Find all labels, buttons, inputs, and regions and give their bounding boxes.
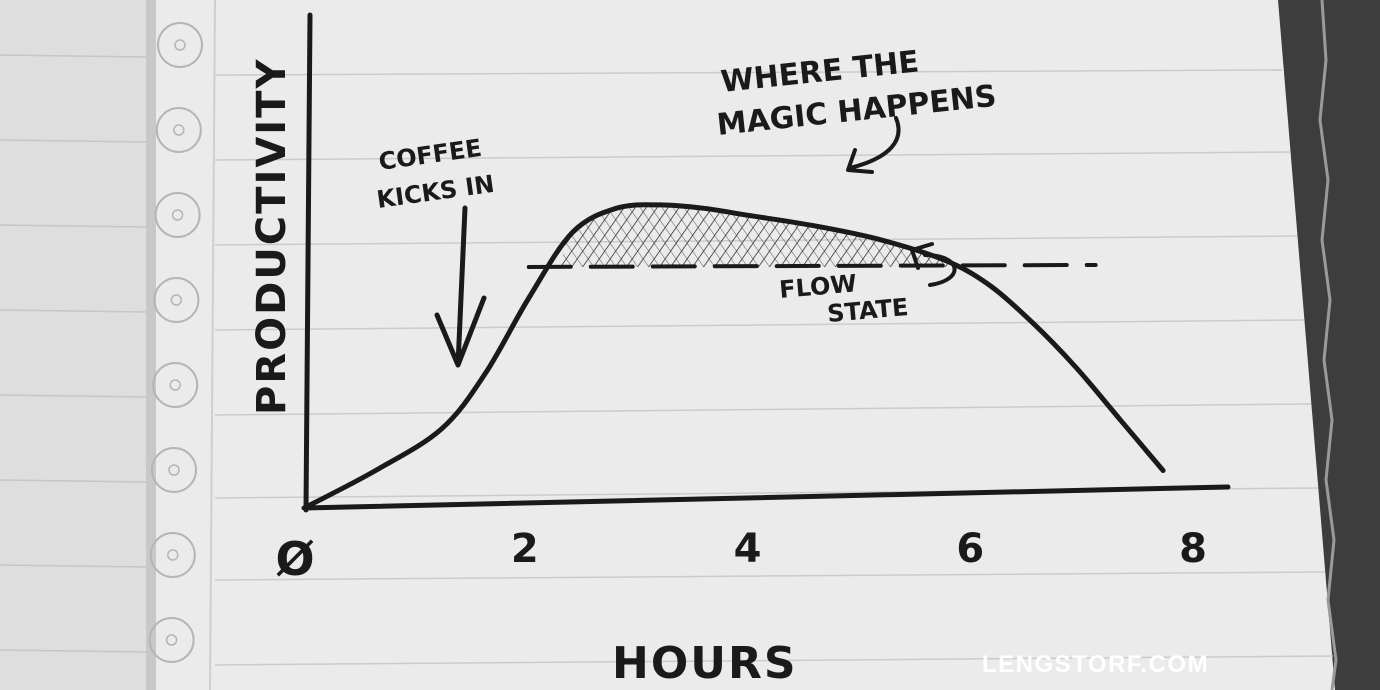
dot-grid-column: [148, 22, 203, 663]
page-fold-shadow: [146, 0, 156, 690]
grid-dot: [157, 22, 203, 68]
grid-dot-center: [168, 464, 180, 476]
grid-dot: [151, 447, 197, 493]
y-axis-title: PRODUCTIVITY: [249, 58, 295, 415]
grid-dot-center: [174, 39, 186, 51]
x-tick-labels: Ø 2 4 6 8: [275, 526, 1206, 586]
binding-stitches: [1318, 0, 1338, 690]
left-page-rules: [0, 54, 151, 653]
x-axis-title: HOURS: [612, 638, 798, 689]
x-tick-label: 6: [956, 526, 984, 572]
magic-arrow: [846, 116, 901, 174]
grid-dot-center: [173, 124, 185, 136]
grid-dot: [148, 617, 195, 663]
y-axis-line: [303, 12, 313, 513]
margin-line: [209, 0, 216, 690]
grid-dot-center: [165, 634, 178, 646]
x-tick-label: 8: [1179, 526, 1207, 572]
right-page: [150, 0, 1335, 690]
coffee-arrow: [434, 205, 487, 368]
watermark: LENGSTORF.COM: [982, 651, 1209, 678]
flow-annotation-line1: FLOW: [778, 269, 858, 304]
flow-arrow: [910, 242, 957, 287]
flow-threshold-dashed-line: [526, 262, 1098, 269]
grid-dot: [153, 277, 200, 323]
grid-dot-center: [170, 294, 183, 306]
grid-dot-center: [171, 209, 184, 221]
ruled-lines: [214, 69, 1334, 666]
left-page: [0, 0, 150, 690]
grid-dot: [154, 192, 201, 238]
grid-dot: [152, 362, 199, 408]
grid-dot: [149, 532, 196, 578]
magic-crosshatch: [560, 204, 975, 267]
grid-dot: [155, 107, 202, 153]
grid-dot-center: [167, 549, 179, 561]
x-tick-label: 4: [734, 526, 762, 572]
x-axis-line: [301, 484, 1231, 511]
x-tick-label: 2: [511, 526, 539, 572]
grid-dot-center: [169, 379, 181, 391]
x-tick-label: Ø: [275, 532, 314, 586]
productivity-curve: [307, 202, 1166, 508]
